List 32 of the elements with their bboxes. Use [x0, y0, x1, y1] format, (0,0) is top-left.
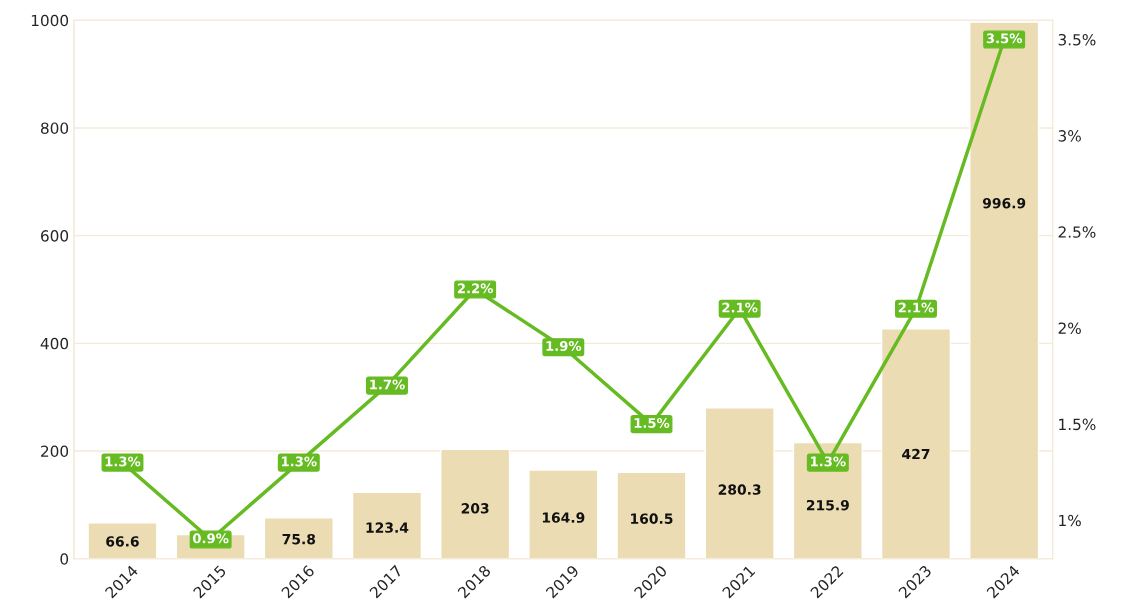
data-label: 215.9 — [806, 499, 849, 511]
y2-tick-label: 2% — [1058, 322, 1081, 334]
data-label: 203 — [461, 503, 489, 514]
y2-tick-label: 1.5% — [1059, 418, 1096, 431]
y2-tick-label: 3.5% — [1058, 33, 1096, 46]
data-label: 75.8 — [282, 533, 316, 545]
data-label: 160.5 — [631, 513, 673, 524]
bar — [528, 469, 599, 559]
y-tick-label: 1000 — [31, 14, 69, 27]
bar — [704, 407, 775, 559]
y-tick-label: 600 — [41, 230, 69, 242]
bar — [969, 21, 1040, 559]
y-tick-label: 0 — [60, 553, 69, 565]
bar — [792, 441, 863, 559]
y2-tick-label: 3% — [1058, 130, 1081, 142]
bar — [440, 448, 511, 559]
y2-tick-label: 1% — [1059, 514, 1081, 527]
y2-tick-label: 2.5% — [1058, 226, 1096, 238]
data-label: 280.3 — [718, 484, 761, 495]
bar — [616, 471, 687, 559]
y-tick-label: 200 — [41, 445, 69, 458]
data-label: 164.9 — [542, 512, 585, 523]
data-label: 427 — [902, 448, 930, 460]
y-tick-label: 400 — [40, 337, 69, 350]
bar — [880, 328, 952, 559]
y-tick-label: 800 — [40, 122, 69, 134]
data-label: 66.6 — [106, 536, 139, 547]
data-label: 123.4 — [366, 522, 409, 533]
bar — [351, 491, 423, 559]
data-label: 996.9 — [982, 197, 1026, 209]
bar — [87, 522, 158, 559]
bar — [263, 517, 334, 559]
